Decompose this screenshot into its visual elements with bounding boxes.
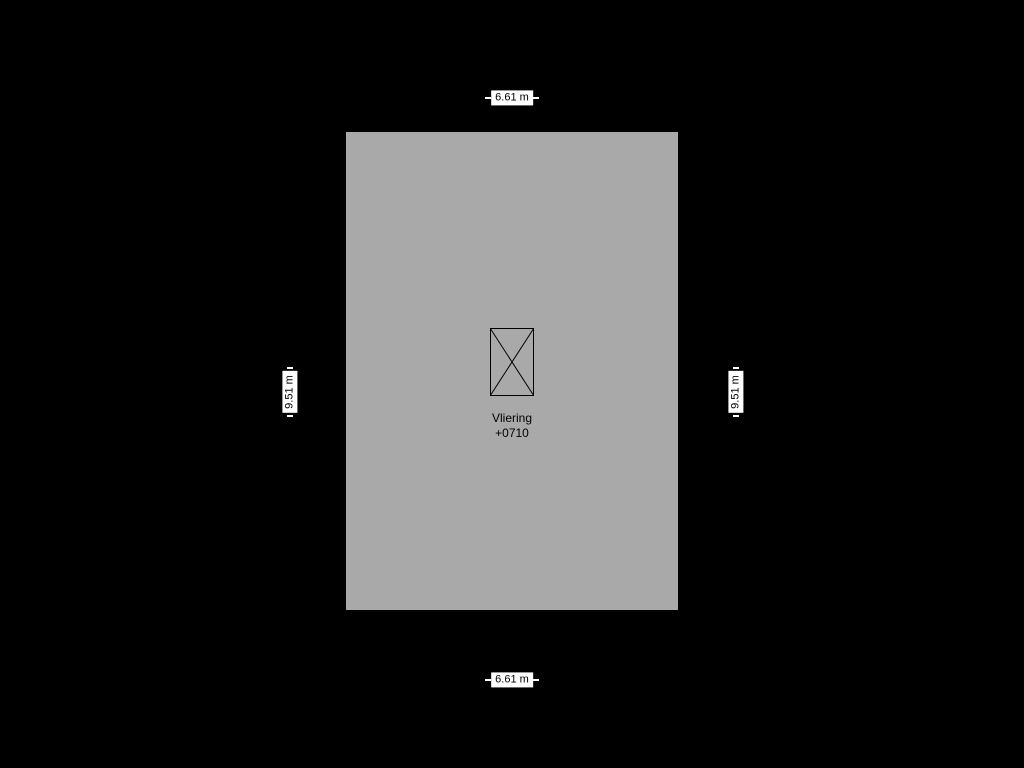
dimension-tick [287, 367, 293, 369]
room-label-code: +0710 [492, 426, 532, 441]
room-label: Vliering +0710 [492, 411, 532, 441]
dimension-tick [287, 415, 293, 417]
dimension-label-left: 9.51 m [282, 371, 297, 413]
dimension-tick [485, 679, 491, 681]
dimension-tick [733, 415, 739, 417]
hatch-opening-icon [490, 328, 534, 396]
dimension-label-top: 6.61 m [491, 90, 533, 105]
dimension-tick [733, 367, 739, 369]
room-label-name: Vliering [492, 411, 532, 426]
dimension-tick [533, 679, 539, 681]
floorplan-canvas: Vliering +0710 6.61 m 6.61 m 9.51 m 9.51 m [0, 0, 1024, 768]
hatch-opening [490, 328, 534, 396]
dimension-label-right: 9.51 m [728, 371, 743, 413]
dimension-label-bottom: 6.61 m [491, 672, 533, 687]
dimension-tick [485, 97, 491, 99]
dimension-tick [533, 97, 539, 99]
